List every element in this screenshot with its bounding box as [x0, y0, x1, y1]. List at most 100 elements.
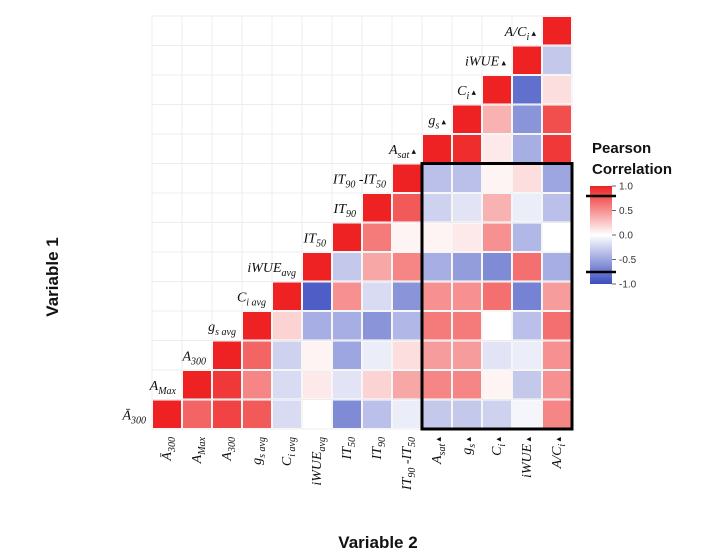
- x-tick-label: A/Ci​ ▴: [550, 437, 568, 470]
- x-tick-label: Ci avg​: [280, 437, 298, 466]
- x-tick-label: IT90​: [370, 437, 388, 460]
- legend-color-bar: [590, 186, 612, 284]
- x-tick-label: AMax​: [190, 436, 208, 464]
- y-tick-label: gs avg​: [208, 320, 236, 338]
- heatmap-cell: [543, 312, 571, 340]
- heatmap-cell: [243, 400, 271, 428]
- y-tick-label: IT90​ -IT50​: [332, 172, 386, 190]
- heatmap-cell: [453, 194, 481, 222]
- heatmap-cell: [543, 253, 571, 281]
- heatmap-cell: [543, 46, 571, 74]
- color-legend: Pearson Correlation 1.0 0.5 0.0 -0.5 -1.0: [586, 140, 672, 291]
- x-tick-label: gs​ ▴: [460, 437, 478, 455]
- heatmap-cell: [483, 371, 511, 399]
- heatmap-cell: [513, 282, 541, 310]
- heatmap-cell: [243, 341, 271, 369]
- heatmap-cell: [453, 253, 481, 281]
- x-tick-label: Ā300​: [159, 437, 178, 462]
- heatmap-cell: [483, 253, 511, 281]
- heatmap-cell: [483, 400, 511, 428]
- heatmap-cell: [543, 164, 571, 192]
- heatmap-cell: [273, 371, 301, 399]
- y-tick-label: iWUE ▴: [465, 54, 506, 69]
- heatmap-cell: [483, 194, 511, 222]
- y-tick-label: Ā300​: [121, 407, 146, 426]
- legend-tick-label: 1.0: [619, 182, 633, 193]
- heatmap-cell: [333, 400, 361, 428]
- x-axis-title: Variable 2: [338, 533, 417, 552]
- heatmap-cell: [363, 312, 391, 340]
- heatmap-cell: [423, 282, 451, 310]
- y-axis-title: Variable 1: [43, 237, 62, 316]
- heatmap-cell: [183, 371, 211, 399]
- x-tick-label: gs avg​: [250, 437, 268, 465]
- heatmap-cell: [213, 371, 241, 399]
- heatmap-cell: [453, 135, 481, 163]
- heatmap-cell: [273, 312, 301, 340]
- heatmap-cell: [423, 341, 451, 369]
- heatmap-cells: [153, 17, 571, 428]
- y-tick-label: iWUEavg​: [247, 261, 296, 279]
- heatmap-cell: [303, 400, 331, 428]
- heatmap-cell: [513, 371, 541, 399]
- heatmap-cell: [363, 253, 391, 281]
- heatmap-cell: [303, 312, 331, 340]
- heatmap-cell: [543, 400, 571, 428]
- heatmap-cell: [423, 135, 451, 163]
- y-tick-label: A300​: [181, 349, 206, 367]
- heatmap-cell: [273, 282, 301, 310]
- heatmap-cell: [543, 223, 571, 251]
- heatmap-cell: [393, 223, 421, 251]
- heatmap-cell: [213, 400, 241, 428]
- heatmap-cell: [333, 223, 361, 251]
- heatmap-cell: [393, 253, 421, 281]
- heatmap-cell: [183, 400, 211, 428]
- heatmap-cell: [393, 341, 421, 369]
- y-tick-label: Ci avg​: [237, 290, 266, 308]
- heatmap-cell: [153, 400, 181, 428]
- heatmap-cell: [513, 194, 541, 222]
- x-tick-label: IT50​: [340, 437, 358, 460]
- heatmap-cell: [423, 164, 451, 192]
- heatmap-cell: [483, 164, 511, 192]
- legend-tick-label: -1.0: [619, 280, 637, 291]
- y-tick-label: gs​ ▴: [428, 113, 446, 131]
- heatmap-cell: [543, 17, 571, 45]
- y-tick-label: IT50​: [303, 231, 326, 249]
- heatmap-cell: [543, 282, 571, 310]
- heatmap-cell: [393, 164, 421, 192]
- heatmap-cell: [543, 341, 571, 369]
- heatmap-cell: [453, 371, 481, 399]
- heatmap-cell: [423, 312, 451, 340]
- heatmap-cell: [453, 312, 481, 340]
- x-tick-label: iWUEavg​: [310, 437, 328, 486]
- heatmap-cell: [393, 194, 421, 222]
- heatmap-cell: [333, 253, 361, 281]
- heatmap-cell: [423, 194, 451, 222]
- heatmap-cell: [513, 223, 541, 251]
- y-tick-label: Asat​ ▴: [388, 143, 416, 161]
- heatmap-cell: [393, 282, 421, 310]
- heatmap-cell: [303, 253, 331, 281]
- heatmap-cell: [453, 164, 481, 192]
- legend-tick-label: -0.5: [619, 255, 637, 266]
- y-tick-label: A/Ci​ ▴: [504, 25, 537, 43]
- heatmap-cell: [363, 282, 391, 310]
- heatmap-cell: [273, 400, 301, 428]
- heatmap-cell: [393, 400, 421, 428]
- heatmap-cell: [243, 312, 271, 340]
- heatmap-cell: [513, 105, 541, 133]
- heatmap-cell: [243, 371, 271, 399]
- heatmap-cell: [363, 371, 391, 399]
- heatmap-cell: [393, 312, 421, 340]
- x-tick-labels: Ā300​ AMax​ A300​ gs avg​ Ci avg​ iWUEavg​ IT5…: [159, 436, 568, 491]
- highlight-box: [420, 162, 574, 431]
- heatmap-cell: [483, 312, 511, 340]
- grid-lines: [151, 15, 573, 430]
- legend-tick-label: 0.5: [619, 206, 633, 217]
- x-tick-label: Asat​ ▴: [430, 437, 448, 465]
- heatmap-cell: [513, 253, 541, 281]
- heatmap-cell: [423, 400, 451, 428]
- y-tick-label: IT90​: [333, 202, 356, 220]
